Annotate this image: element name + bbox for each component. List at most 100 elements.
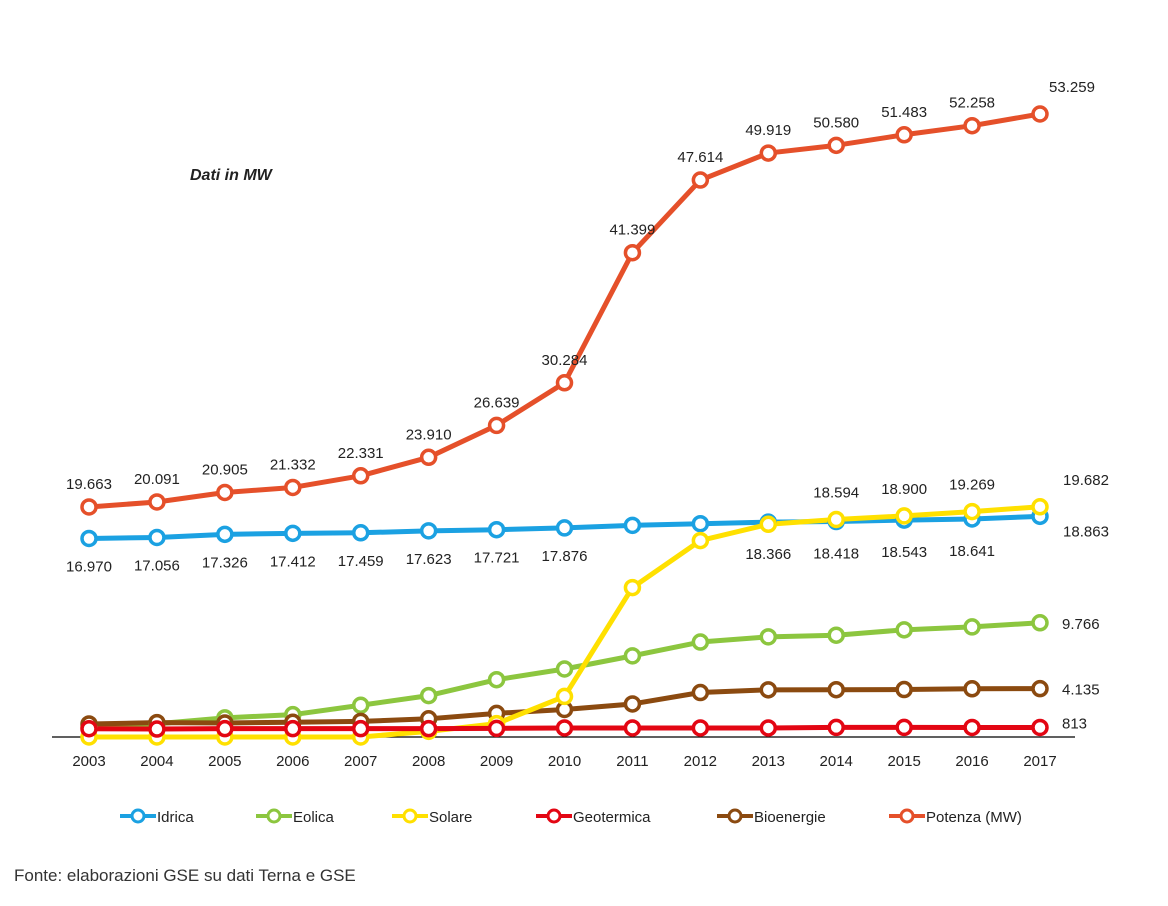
data-point-potenza-mw — [691, 171, 710, 189]
data-point-solare — [1031, 498, 1049, 516]
data-point-bioenergie — [623, 695, 642, 713]
data-point-geotermica — [80, 719, 98, 738]
data-point-geotermica — [148, 720, 166, 738]
data-label: 49.919 — [745, 122, 791, 139]
data-point-eolica — [895, 621, 913, 639]
data-point-geotermica — [487, 719, 506, 738]
data-label: 9.766 — [1062, 616, 1100, 633]
data-point-potenza-mw — [895, 126, 913, 144]
data-label: 18.418 — [813, 546, 859, 563]
data-point-solare — [691, 531, 710, 550]
data-point-geotermica — [284, 719, 302, 738]
x-tick-label: 2016 — [955, 753, 988, 770]
data-label: 17.412 — [270, 553, 316, 570]
data-label: 20.905 — [202, 461, 248, 478]
data-point-potenza-mw — [827, 136, 845, 155]
legend-marker-potenza-mw — [899, 808, 915, 824]
data-label: 20.091 — [134, 471, 180, 488]
data-point-solare — [759, 515, 778, 534]
data-point-idrica — [148, 528, 166, 547]
data-point-bioenergie — [691, 683, 710, 702]
data-point-potenza-mw — [419, 448, 438, 467]
data-point-idrica — [623, 516, 642, 535]
x-tick-label: 2011 — [616, 753, 648, 770]
data-point-geotermica — [1031, 718, 1049, 737]
data-point-idrica — [284, 524, 302, 543]
data-point-geotermica — [895, 718, 913, 737]
series-lines — [88, 111, 1041, 740]
data-point-solare — [623, 578, 642, 597]
data-point-eolica — [487, 670, 506, 689]
data-label: 4.135 — [1062, 682, 1100, 699]
data-label: 18.366 — [745, 546, 791, 563]
data-point-bioenergie — [963, 680, 981, 698]
x-tick-label: 2014 — [820, 753, 853, 770]
units-note: Dati in MW — [190, 167, 274, 184]
x-tick-label: 2012 — [684, 753, 717, 770]
x-tick-label: 2010 — [548, 753, 581, 770]
x-tick-label: 2015 — [887, 753, 920, 770]
data-point-potenza-mw — [963, 116, 981, 135]
data-point-bioenergie — [1031, 679, 1049, 698]
data-label: 17.721 — [474, 550, 520, 567]
data-point-idrica — [487, 520, 506, 539]
data-label: 17.459 — [338, 553, 384, 570]
source-note: Fonte: elaborazioni GSE su dati Terna e … — [14, 866, 356, 885]
data-label: 41.399 — [609, 222, 655, 239]
x-tick-label: 2006 — [276, 753, 309, 770]
data-label: 53.259 — [1049, 79, 1095, 96]
data-point-potenza-mw — [555, 374, 574, 392]
data-point-eolica — [1031, 614, 1049, 632]
data-label: 18.863 — [1063, 523, 1109, 540]
data-point-eolica — [759, 628, 778, 646]
data-point-potenza-mw — [351, 467, 370, 485]
x-tick-label: 2003 — [72, 753, 105, 770]
data-point-geotermica — [691, 719, 710, 737]
data-point-solare — [895, 507, 913, 525]
data-point-idrica — [555, 519, 574, 537]
data-point-idrica — [351, 524, 370, 542]
data-point-eolica — [555, 660, 574, 678]
x-tick-label: 2013 — [752, 753, 785, 770]
data-point-eolica — [963, 618, 981, 636]
data-point-eolica — [623, 647, 642, 665]
data-point-potenza-mw — [216, 483, 234, 502]
data-label: 47.614 — [677, 149, 723, 166]
data-point-idrica — [216, 525, 234, 544]
data-point-eolica — [827, 626, 845, 644]
x-tick-label: 2007 — [344, 753, 377, 770]
series-points — [80, 105, 1049, 746]
data-point-geotermica — [963, 718, 981, 737]
data-point-geotermica — [419, 719, 438, 738]
data-point-eolica — [419, 686, 438, 705]
data-point-idrica — [419, 522, 438, 540]
data-label: 16.970 — [66, 558, 112, 575]
data-point-solare — [963, 502, 981, 521]
legend-label-geotermica: Geotermica — [573, 809, 651, 826]
data-label: 51.483 — [881, 104, 927, 121]
data-point-potenza-mw — [487, 416, 506, 435]
data-label: 23.910 — [406, 426, 452, 443]
data-label: 18.543 — [881, 544, 927, 561]
data-point-bioenergie — [895, 680, 913, 699]
data-label: 26.639 — [474, 394, 520, 411]
data-point-bioenergie — [827, 680, 845, 699]
data-labels: 16.970 17.056 17.326 17.412 17.459 17.623 17.7… — [66, 79, 1109, 732]
data-label: 19.663 — [66, 476, 112, 493]
data-point-geotermica — [759, 719, 778, 737]
data-point-geotermica — [216, 719, 234, 738]
legend-label-eolica: Eolica — [293, 809, 335, 826]
data-label: 17.326 — [202, 554, 248, 571]
data-label: 17.623 — [406, 551, 452, 568]
data-label: 18.641 — [949, 543, 995, 560]
data-point-geotermica — [827, 718, 845, 737]
data-label: 18.900 — [881, 481, 927, 498]
data-label: 30.284 — [542, 352, 588, 369]
legend-marker-bioenergie — [727, 808, 743, 824]
x-tick-label: 2005 — [208, 753, 241, 770]
data-label: 22.331 — [338, 445, 384, 462]
data-point-potenza-mw — [148, 493, 166, 511]
data-label: 52.258 — [949, 95, 995, 112]
data-point-eolica — [351, 696, 370, 715]
